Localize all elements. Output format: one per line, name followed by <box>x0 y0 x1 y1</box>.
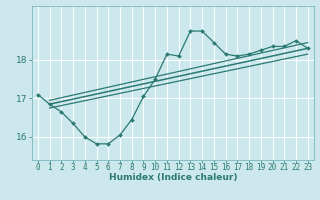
X-axis label: Humidex (Indice chaleur): Humidex (Indice chaleur) <box>108 173 237 182</box>
